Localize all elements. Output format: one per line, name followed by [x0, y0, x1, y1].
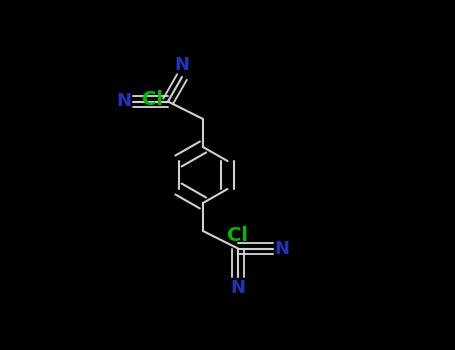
Text: Cl: Cl [228, 226, 248, 245]
Text: N: N [275, 239, 290, 258]
Text: N: N [231, 279, 246, 297]
Text: N: N [175, 56, 189, 74]
Text: Cl: Cl [142, 90, 163, 109]
Text: N: N [116, 92, 131, 111]
